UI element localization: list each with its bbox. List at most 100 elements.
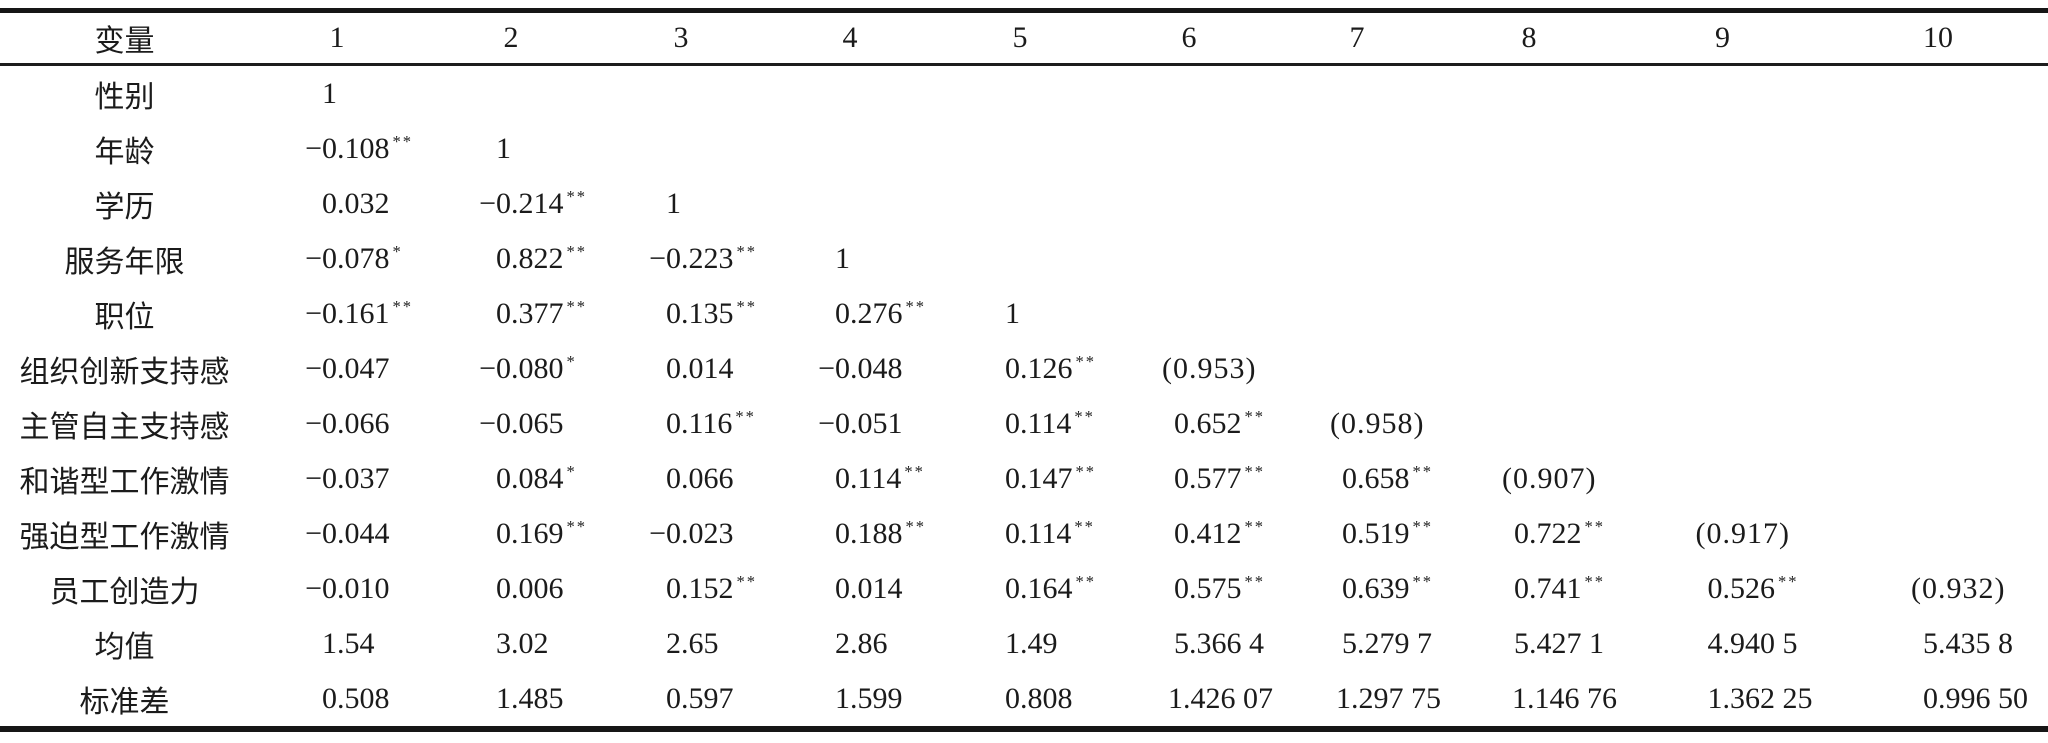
- value-cell: −0.214 **: [425, 176, 597, 231]
- value-cell: 1.49: [935, 616, 1105, 671]
- value-cell: 0.597: [597, 671, 765, 729]
- value-cell: 2.65: [597, 616, 765, 671]
- significance-mark: **: [566, 186, 587, 206]
- value-cell: 1: [765, 231, 935, 286]
- column-header-6: 6: [1105, 10, 1273, 66]
- value-cell: 0.412 **: [1105, 506, 1273, 561]
- value-cell: [1441, 286, 1617, 341]
- value-cell: −0.048: [765, 341, 935, 396]
- value-cell: [935, 65, 1105, 122]
- numeric-value: 0.722 **: [1514, 516, 1605, 550]
- significance-mark: **: [736, 296, 757, 316]
- numeric-value: 0.597: [666, 681, 734, 715]
- value-cell: −0.047: [249, 341, 425, 396]
- numeric-value: 1: [666, 186, 681, 220]
- value-cell: 0.116 **: [597, 396, 765, 451]
- value-cell: 0.377 **: [425, 286, 597, 341]
- value-cell: [765, 121, 935, 176]
- numeric-value: −0.010: [305, 571, 390, 605]
- value-cell: −0.044: [249, 506, 425, 561]
- value-cell: [1273, 286, 1441, 341]
- value-cell: 0.066: [597, 451, 765, 506]
- value-cell: 5.427 1: [1441, 616, 1617, 671]
- numeric-value: 4.940 5: [1707, 626, 1798, 660]
- numeric-value: 1.426 07: [1168, 681, 1273, 715]
- numeric-value: 0.577 **: [1174, 461, 1265, 495]
- numeric-value: 0.377 **: [496, 296, 587, 330]
- value-cell: [1105, 286, 1273, 341]
- value-cell: −0.023: [597, 506, 765, 561]
- value-cell: 0.164 **: [935, 561, 1105, 616]
- table-row: 员工创造力 −0.010 0.006 0.152 ** 0.014 0.164 ** 0.575…: [0, 561, 2048, 616]
- significance-mark: *: [566, 461, 577, 481]
- significance-mark: **: [736, 571, 757, 591]
- value-cell: (0.907): [1441, 451, 1617, 506]
- table-row: 强迫型工作激情 −0.044 0.169 ** −0.023 0.188 ** 0.114 **…: [0, 506, 2048, 561]
- numeric-value: 1.146 76: [1512, 681, 1617, 715]
- numeric-value: 0.652 **: [1174, 406, 1265, 440]
- value-cell: [1105, 176, 1273, 231]
- value-cell: (0.958): [1273, 396, 1441, 451]
- numeric-value: 0.066: [666, 461, 734, 495]
- numeric-value: −0.051: [818, 406, 903, 440]
- value-cell: [1441, 231, 1617, 286]
- numeric-value: (0.907): [1502, 461, 1597, 495]
- numeric-value: 0.519 **: [1342, 516, 1433, 550]
- column-header-8: 8: [1441, 10, 1617, 66]
- value-cell: [1273, 231, 1441, 286]
- value-cell: 1.362 25: [1617, 671, 1828, 729]
- table-row: 年龄 −0.108 ** 1: [0, 121, 2048, 176]
- table-row: 性别 1: [0, 65, 2048, 122]
- table-header: 变量 1 2 3 4 5 6 7 8 9 10: [0, 10, 2048, 66]
- significance-mark: **: [1074, 406, 1095, 426]
- numeric-value: 0.658 **: [1342, 461, 1433, 495]
- value-cell: [765, 176, 935, 231]
- value-cell: [597, 121, 765, 176]
- column-header-5: 5: [935, 10, 1105, 66]
- value-cell: [1617, 451, 1828, 506]
- numeric-value: −0.078 *: [305, 241, 403, 275]
- value-cell: −0.065: [425, 396, 597, 451]
- numeric-value: 2.65: [666, 626, 719, 660]
- significance-mark: **: [1244, 406, 1265, 426]
- value-cell: 1: [935, 286, 1105, 341]
- value-cell: 5.279 7: [1273, 616, 1441, 671]
- numeric-value: −0.047: [305, 351, 390, 385]
- numeric-value: 0.639 **: [1342, 571, 1433, 605]
- numeric-value: (0.953): [1162, 351, 1257, 385]
- row-label: 服务年限: [64, 245, 185, 279]
- significance-mark: **: [1778, 571, 1799, 591]
- numeric-value: 0.114 **: [835, 461, 925, 495]
- significance-mark: **: [392, 131, 413, 151]
- value-cell: [1828, 65, 2048, 122]
- numeric-value: 0.508: [322, 681, 390, 715]
- value-cell: [1828, 341, 2048, 396]
- header-row: 变量 1 2 3 4 5 6 7 8 9 10: [0, 10, 2048, 66]
- value-cell: 1.54: [249, 616, 425, 671]
- value-cell: 0.519 **: [1273, 506, 1441, 561]
- value-cell: [935, 176, 1105, 231]
- table-row: 职位 −0.161 ** 0.377 ** 0.135 ** 0.276 ** 1: [0, 286, 2048, 341]
- column-header-3: 3: [597, 10, 765, 66]
- page: { "colors": { "background": "#ffffff", "…: [0, 8, 2048, 743]
- value-cell: [1441, 176, 1617, 231]
- value-cell: [1273, 65, 1441, 122]
- value-cell: [1441, 121, 1617, 176]
- value-cell: [1105, 121, 1273, 176]
- value-cell: −0.078 *: [249, 231, 425, 286]
- value-cell: 1.297 75: [1273, 671, 1441, 729]
- numeric-value: (0.917): [1695, 516, 1790, 550]
- row-label: 强迫型工作激情: [19, 520, 230, 554]
- numeric-value: 0.188 **: [835, 516, 926, 550]
- value-cell: 0.006: [425, 561, 597, 616]
- numeric-value: 0.808: [1005, 681, 1073, 715]
- numeric-value: 0.741 **: [1514, 571, 1605, 605]
- value-cell: [1273, 121, 1441, 176]
- significance-mark: **: [905, 296, 926, 316]
- numeric-value: 5.427 1: [1514, 626, 1604, 660]
- significance-mark: **: [566, 516, 587, 536]
- numeric-value: 0.135 **: [666, 296, 757, 330]
- value-cell: 0.114 **: [935, 506, 1105, 561]
- numeric-value: −0.037: [305, 461, 390, 495]
- value-cell: (0.953): [1105, 341, 1273, 396]
